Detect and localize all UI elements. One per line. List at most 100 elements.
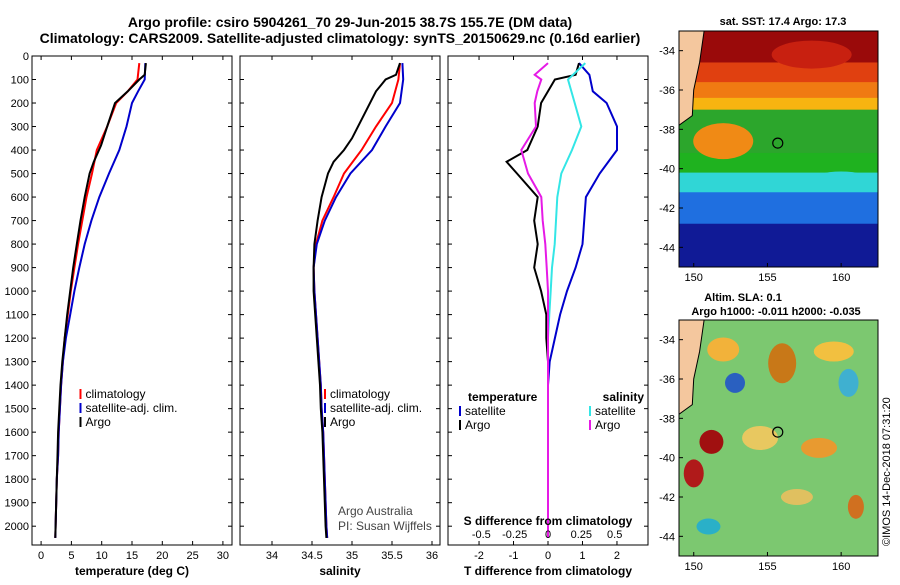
sla-eddy [768,343,797,384]
depth-tick-label: 1700 [5,451,29,463]
legend-label: satellite-adj. clim. [330,401,422,415]
x-axis-label: salinity [319,564,361,578]
x-tick-label: 5 [68,550,74,562]
x-tick-label: 1 [579,550,585,562]
x2-tick-label: -0.5 [472,529,491,541]
imos-credit: ©IMOS 14-Dec-2018 07:31:20 [881,397,893,546]
legend-label: Argo [85,415,111,429]
sla-eddy [699,429,724,454]
legend-label: climatology [330,387,390,401]
sst-band [679,223,878,267]
depth-tick-label: 200 [11,98,29,110]
lat-tick-label: -38 [659,124,675,136]
panel-frame [239,55,441,546]
lon-tick-label: 160 [832,272,850,284]
sla-eddy [847,494,864,519]
x-tick-label: 15 [126,550,138,562]
depth-tick-label: 1800 [5,474,29,486]
legend-label: satellite [595,404,636,418]
map-frame [678,30,879,268]
depth-tick-label: 1100 [5,310,29,322]
legend-label: Argo [330,415,356,429]
annotation-line-1: Argo Australia [338,504,413,518]
lat-tick-label: -44 [659,531,675,543]
x-tick-label: 10 [96,550,108,562]
depth-tick-label: 1300 [5,357,29,369]
series-salinity-satellite [547,62,586,538]
lat-tick-label: -42 [659,492,675,504]
sla-map-field [679,320,878,556]
x-tick-label: -1 [509,550,519,562]
depth-tick-label: 1400 [5,380,29,392]
depth-tick-label: 1200 [5,333,29,345]
sla-eddy [838,368,859,397]
profile-panel-3: -2 -1 0 1 2 T difference from climatology -0.5… [447,55,649,578]
legend-title-salinity: salinity [603,390,645,404]
x-tick-label: 34.5 [301,550,322,562]
lat-tick-label: -34 [659,46,675,58]
lon-tick-label: 155 [758,272,776,284]
lat-tick-label: -36 [659,85,675,97]
lat-tick-label: -40 [659,164,675,176]
x-axis-label: temperature (deg C) [75,564,189,578]
legend-label: satellite [465,404,506,418]
sst-band [679,62,878,84]
argo-position-marker [772,426,784,438]
depth-tick-label: 2000 [5,521,29,533]
lon-tick-label: 160 [832,561,850,573]
sst-band [679,82,878,99]
sla-eddy [707,337,740,362]
sst-band [679,192,878,225]
sla-eddy [780,489,813,505]
profile-panel-2: 34 34.5 35 35.5 36 salinity climatologysatelli… [239,55,441,578]
x-tick-label: 30 [217,550,229,562]
sla-eddy [696,518,721,535]
lon-tick-label: 150 [685,561,703,573]
legend-label: Argo [595,418,621,432]
depth-tick-label: 700 [11,216,29,228]
argo-position-marker [772,137,784,149]
sst-map: -34 -36 -38 -40 -42 -44 150 155 160 [659,30,879,284]
lat-tick-label: -36 [659,374,675,386]
x-tick-label: 36 [426,550,438,562]
sst-hot-patch [771,40,852,69]
annotation-line-2: PI: Susan Wijffels [338,519,432,533]
lat-tick-label: -38 [659,413,675,425]
lon-tick-label: 150 [685,272,703,284]
sla-map-title-2: Argo h1000: -0.011 h2000: -0.035 [691,306,860,318]
sst-band [679,97,878,111]
lon-tick-label: 155 [758,561,776,573]
x-tick-label: 0 [38,550,44,562]
profile-panel-1: 0100200300400500600700800900100011001200… [5,51,233,578]
x-axis-label: T difference from climatology [464,564,632,578]
depth-tick-label: 1500 [5,404,29,416]
sla-eddy [742,426,779,450]
depth-tick-label: 300 [11,122,29,134]
x-tick-label: 2 [614,550,620,562]
lat-tick-label: -34 [659,335,675,347]
depth-tick-label: 600 [11,192,29,204]
lat-tick-label: -40 [659,453,675,465]
depth-tick-label: 1900 [5,498,29,510]
x2-tick-label: 0 [545,529,551,541]
series-temperature-satellite [547,62,618,538]
sst-warm-eddy [693,123,754,160]
depth-tick-label: 0 [23,51,29,63]
depth-tick-label: 500 [11,169,29,181]
map-frame [678,319,879,557]
sst-map-field [679,31,878,267]
sla-map: -34 -36 -38 -40 -42 -44 150 155 160 [659,319,879,573]
x-tick-label: 20 [156,550,168,562]
land-australia [679,31,705,142]
depth-tick-label: 1000 [5,286,29,298]
land-australia [679,320,705,431]
sla-eddy [801,437,838,458]
sla-eddy [813,341,854,362]
legend-title-temperature: temperature [468,390,538,404]
sla-eddy [683,459,704,488]
x2-tick-label: 0.5 [607,529,622,541]
x2-tick-label: -0.25 [502,529,527,541]
sla-map-title-1: Altim. SLA: 0.1 [704,292,782,304]
sst-map-title: sat. SST: 17.4 Argo: 17.3 [720,16,847,28]
legend-label: satellite-adj. clim. [85,401,177,415]
